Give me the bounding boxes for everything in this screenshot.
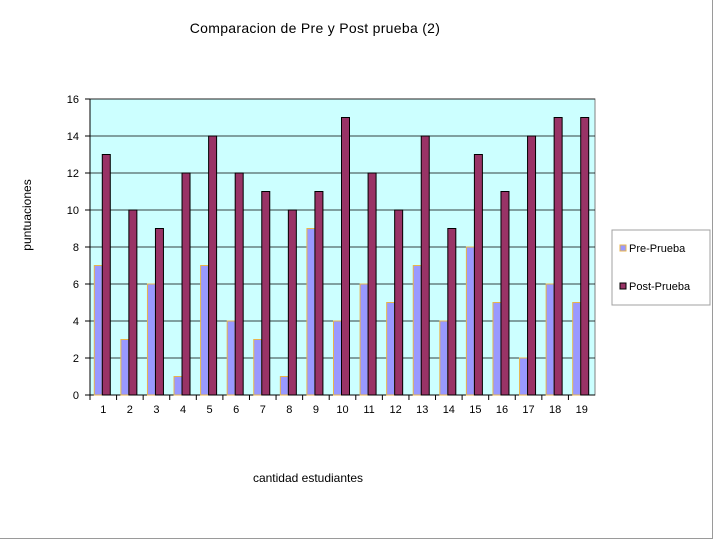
bar-pre-prueba xyxy=(359,283,369,396)
bar-post-prueba xyxy=(208,135,218,396)
legend-label: Pre-Prueba xyxy=(629,243,686,255)
bar-pre-prueba xyxy=(492,302,502,396)
bar-pre-prueba xyxy=(333,320,342,396)
x-tick-label: 7 xyxy=(260,404,266,416)
bar-post-prueba xyxy=(500,191,510,396)
x-tick-label: 1 xyxy=(100,404,106,416)
y-tick-label: 12 xyxy=(67,168,79,180)
x-tick-label: 9 xyxy=(313,404,319,416)
bar-pre-prueba xyxy=(386,302,396,396)
x-tick-label: 15 xyxy=(469,404,481,416)
bar-post-prueba xyxy=(367,172,377,396)
bar-post-prueba xyxy=(314,191,324,396)
x-tick-label: 6 xyxy=(233,404,239,416)
x-tick-label: 3 xyxy=(153,404,159,416)
bar-pre-prueba xyxy=(120,339,130,396)
bar-post-prueba xyxy=(420,135,430,396)
bar-post-prueba xyxy=(394,209,404,396)
x-tick-label: 2 xyxy=(127,404,133,416)
y-tick-label: 2 xyxy=(73,353,79,365)
y-tick-label: 0 xyxy=(73,390,79,402)
bar-post-prueba xyxy=(527,135,537,396)
x-tick-label: 4 xyxy=(180,404,186,416)
y-tick-label: 10 xyxy=(67,205,79,217)
x-tick-label: 19 xyxy=(576,404,588,416)
bar-pre-prueba xyxy=(572,302,582,396)
bar-pre-prueba xyxy=(519,357,529,396)
x-tick-label: 11 xyxy=(363,404,374,416)
legend-box xyxy=(611,229,711,306)
legend-label: Post-Prueba xyxy=(629,281,691,293)
bar-post-prueba xyxy=(154,228,164,396)
x-tick-label: 5 xyxy=(207,404,213,416)
bar-pre-prueba xyxy=(226,320,236,396)
bar-post-prueba xyxy=(101,154,111,396)
bar-pre-prueba xyxy=(173,376,183,396)
bar-post-prueba xyxy=(287,209,297,396)
bar-pre-prueba xyxy=(412,265,422,396)
bar-post-prueba xyxy=(234,172,244,396)
x-tick-label: 17 xyxy=(522,404,534,416)
x-tick-label: 13 xyxy=(416,404,428,416)
x-tick-label: 10 xyxy=(336,404,348,416)
x-tick-label: 8 xyxy=(286,404,292,416)
x-tick-label: 12 xyxy=(390,404,402,416)
bar-post-prueba xyxy=(341,117,350,396)
bar-pre-prueba xyxy=(200,265,210,396)
bar-pre-prueba xyxy=(439,320,449,396)
bar-post-prueba xyxy=(181,172,191,396)
bar-pre-prueba xyxy=(465,246,475,396)
bar-pre-prueba xyxy=(93,265,103,396)
y-tick-label: 14 xyxy=(67,131,79,143)
bar-pre-prueba xyxy=(146,283,156,396)
x-tick-label: 14 xyxy=(443,404,455,416)
legend-swatch xyxy=(619,282,627,290)
legend-swatch xyxy=(619,244,627,252)
x-tick-label: 18 xyxy=(549,404,561,416)
bar-pre-prueba xyxy=(545,283,555,396)
chart-title: Comparacion de Pre y Post prueba (2) xyxy=(189,20,441,36)
bar-pre-prueba xyxy=(253,339,263,396)
bar-post-prueba xyxy=(553,117,563,396)
bar-pre-prueba xyxy=(306,228,316,396)
y-tick-label: 6 xyxy=(73,279,79,291)
y-tick-label: 16 xyxy=(67,94,79,106)
bar-post-prueba xyxy=(447,228,457,396)
bar-post-prueba xyxy=(261,191,271,396)
y-tick-label: 4 xyxy=(73,316,79,328)
bar-post-prueba xyxy=(473,154,483,396)
bar-post-prueba xyxy=(580,117,590,396)
bar-post-prueba xyxy=(128,209,138,396)
x-axis-label: cantidad estudiantes xyxy=(252,471,364,485)
x-tick-label: 16 xyxy=(496,404,508,416)
y-tick-label: 8 xyxy=(73,242,79,254)
bar-pre-prueba xyxy=(279,376,289,396)
